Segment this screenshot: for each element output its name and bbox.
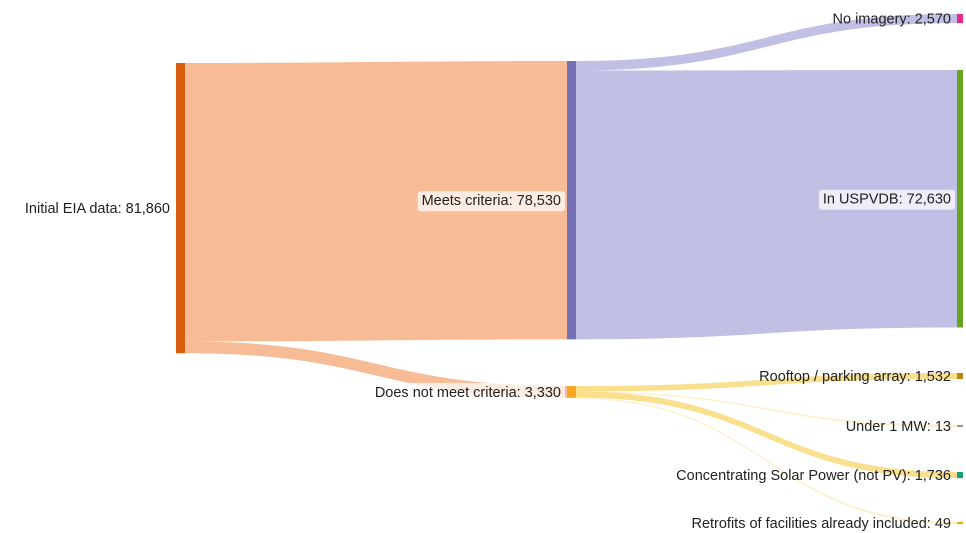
- sankey-node-uspvdb[interactable]: [957, 70, 963, 328]
- sankey-link-not_meet-to-csp[interactable]: [576, 391, 957, 479]
- sankey-label-no_imagery: No imagery: 2,570: [833, 12, 951, 28]
- sankey-label-initial: Initial EIA data: 81,860: [25, 201, 170, 217]
- sankey-label-rooftop: Rooftop / parking array: 1,532: [759, 369, 951, 385]
- sankey-nodes: [176, 14, 963, 524]
- sankey-label-text-csp: Concentrating Solar Power (not PV): 1,73…: [676, 468, 951, 484]
- sankey-label-bg-not_meet: [370, 382, 565, 403]
- sankey-node-meets[interactable]: [567, 61, 576, 340]
- sankey-label-uspvdb: In USPVDB: 72,630: [818, 189, 955, 210]
- sankey-link-not_meet-to-retrofits[interactable]: [576, 397, 957, 524]
- sankey-link-initial-to-meets[interactable]: [185, 61, 567, 342]
- sankey-node-under1[interactable]: [957, 425, 963, 427]
- sankey-node-not_meet[interactable]: [567, 386, 576, 398]
- sankey-label-csp: Concentrating Solar Power (not PV): 1,73…: [676, 468, 951, 484]
- sankey-label-text-no_imagery: No imagery: 2,570: [833, 12, 951, 28]
- sankey-label-meets: Meets criteria: 78,530: [417, 191, 565, 212]
- sankey-label-not_meet: Does not meet criteria: 3,330: [370, 382, 565, 403]
- sankey-link-meets-to-no_imagery[interactable]: [576, 14, 957, 71]
- sankey-link-not_meet-to-under1[interactable]: [576, 391, 957, 427]
- sankey-link-meets-to-uspvdb[interactable]: [576, 70, 957, 340]
- sankey-label-text-retrofits: Retrofits of facilities already included…: [691, 516, 951, 532]
- sankey-label-text-rooftop: Rooftop / parking array: 1,532: [759, 369, 951, 385]
- sankey-node-retrofits[interactable]: [957, 522, 963, 524]
- sankey-label-under1: Under 1 MW: 13: [846, 419, 951, 435]
- sankey-node-rooftop[interactable]: [957, 373, 963, 379]
- sankey-label-text-under1: Under 1 MW: 13: [846, 419, 951, 435]
- sankey-node-csp[interactable]: [957, 472, 963, 479]
- sankey-label-text-not_meet: Does not meet criteria: 3,330: [375, 385, 561, 401]
- sankey-label-text-initial: Initial EIA data: 81,860: [25, 201, 170, 217]
- sankey-node-no_imagery[interactable]: [957, 14, 963, 24]
- sankey-links: [185, 14, 957, 524]
- sankey-label-text-meets: Meets criteria: 78,530: [422, 193, 561, 209]
- sankey-label-bg-uspvdb: [818, 189, 955, 210]
- sankey-node-initial[interactable]: [176, 63, 185, 354]
- sankey-label-bg-meets: [417, 191, 565, 212]
- sankey-labels: Initial EIA data: 81,860 Meets criteria: …: [25, 12, 955, 532]
- sankey-link-not_meet-to-rooftop[interactable]: [576, 373, 957, 392]
- sankey-label-retrofits: Retrofits of facilities already included…: [691, 516, 951, 532]
- sankey-label-text-uspvdb: In USPVDB: 72,630: [823, 192, 951, 208]
